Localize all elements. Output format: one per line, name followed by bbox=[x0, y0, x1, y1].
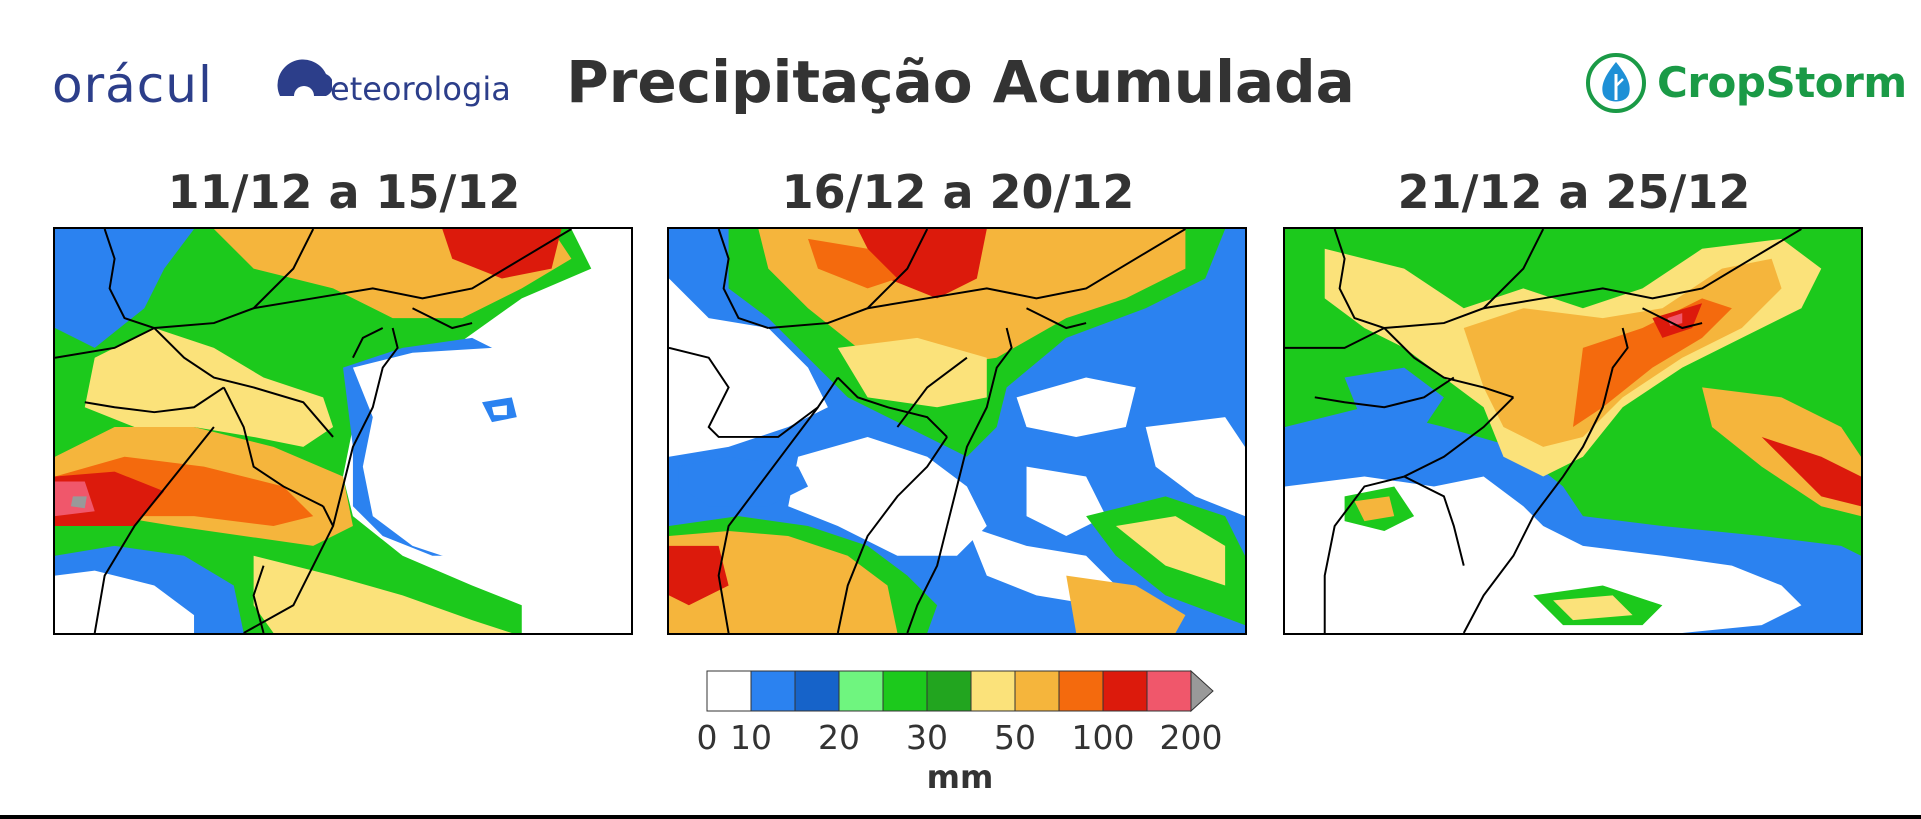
colorbar-unit-label: mm bbox=[926, 758, 994, 796]
precipitation-map-3-canvas bbox=[1285, 229, 1861, 633]
colorbar-swatch bbox=[1102, 670, 1148, 712]
precipitation-map-3 bbox=[1283, 227, 1863, 635]
colorbar-extension-triangle bbox=[1190, 669, 1214, 713]
colorbar-swatch bbox=[750, 670, 796, 712]
logo-left-text-2: eteorologia bbox=[330, 70, 511, 108]
colorbar-swatch bbox=[838, 670, 884, 712]
logo-right-text: CropStorm bbox=[1657, 58, 1907, 107]
precipitation-map-1-canvas bbox=[55, 229, 631, 633]
colorbar-tick-label: 50 bbox=[994, 718, 1036, 757]
page-title: Precipitação Acumulada bbox=[566, 48, 1355, 116]
cropstorm-logo: CropStorm bbox=[1585, 52, 1907, 116]
colorbar-tick-label: 20 bbox=[818, 718, 860, 757]
colorbar-swatch bbox=[706, 670, 752, 712]
colorbar-tick-label: 30 bbox=[906, 718, 948, 757]
colorbar-swatch bbox=[1146, 670, 1192, 712]
colorbar-tick-label: 10 bbox=[730, 718, 772, 757]
precipitation-colorbar bbox=[706, 669, 1218, 713]
panel-1-title: 11/12 a 15/12 bbox=[167, 165, 521, 219]
precipitation-map-2 bbox=[667, 227, 1247, 635]
colorbar-swatch bbox=[926, 670, 972, 712]
oraculo-meteorologia-logo: orácul eteorologia bbox=[52, 50, 511, 120]
bottom-border bbox=[0, 815, 1921, 819]
colorbar-tick-label: 200 bbox=[1159, 718, 1223, 757]
colorbar-swatch bbox=[1058, 670, 1104, 712]
precipitation-map-2-canvas bbox=[669, 229, 1245, 633]
leaf-drop-icon bbox=[1586, 53, 1646, 113]
colorbar-canvas bbox=[706, 669, 1214, 713]
colorbar-swatch bbox=[882, 670, 928, 712]
colorbar-tick-label: 0 bbox=[696, 718, 718, 757]
cloud-icon bbox=[277, 59, 332, 96]
colorbar-swatch bbox=[1014, 670, 1060, 712]
colorbar-swatch bbox=[970, 670, 1016, 712]
panel-3-title: 21/12 a 25/12 bbox=[1397, 165, 1751, 219]
colorbar-swatch bbox=[794, 670, 840, 712]
panel-2-title: 16/12 a 20/12 bbox=[781, 165, 1135, 219]
precipitation-map-1 bbox=[53, 227, 633, 635]
logo-left-text-1: orácul bbox=[52, 56, 213, 114]
colorbar-tick-label: 100 bbox=[1071, 718, 1135, 757]
